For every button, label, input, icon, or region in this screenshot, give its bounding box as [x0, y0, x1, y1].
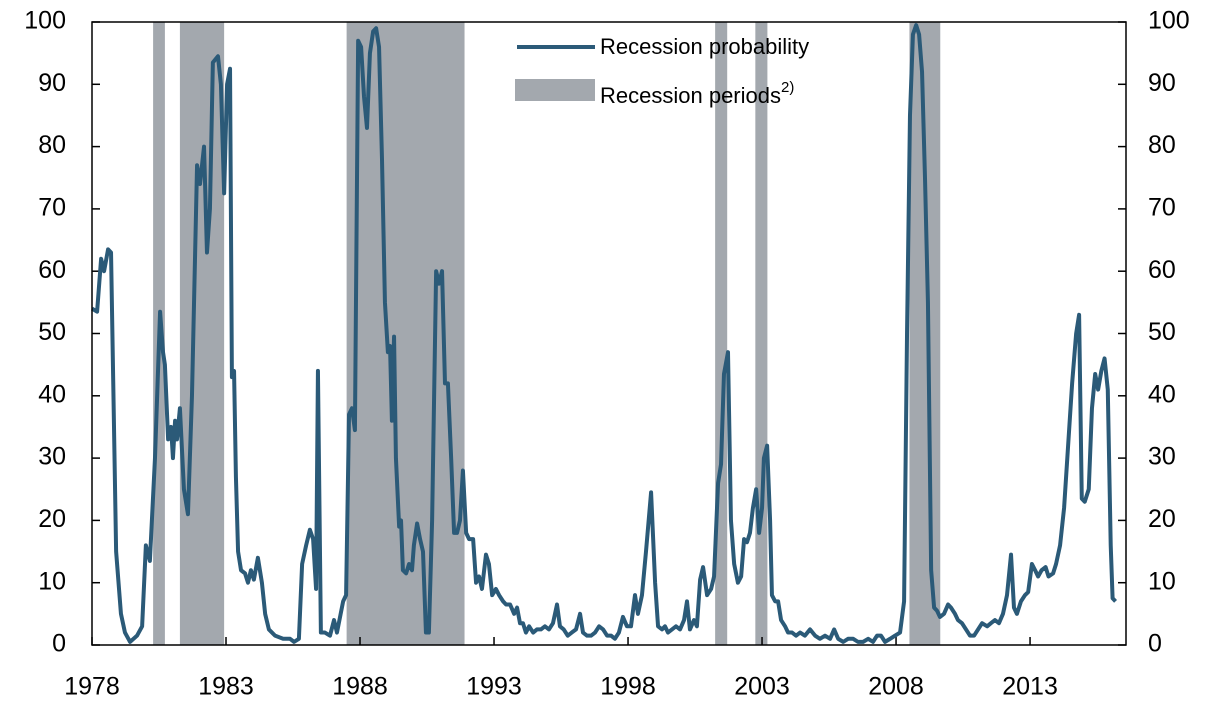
recession-band	[755, 22, 768, 645]
x-tick-label: 2013	[1002, 673, 1058, 701]
y2-tick-label: 80	[1148, 131, 1176, 159]
x-tick-label: 2003	[734, 673, 790, 701]
legend-superscript: 2)	[781, 79, 794, 96]
y-tick-label: 10	[38, 567, 66, 595]
y-tick-label: 80	[38, 131, 66, 159]
x-tick-label: 1983	[198, 673, 254, 701]
y2-tick-label: 100	[1148, 7, 1190, 35]
y-tick-label: 40	[38, 380, 66, 408]
axes: 0 10 20 30 40 50 60 70 80 90 100 0 10 20 30 40 50 60 70 80 9…	[24, 7, 1189, 701]
y-tick-label: 50	[38, 318, 66, 346]
y2-tick-label: 30	[1148, 443, 1176, 471]
x-tick-label: 1988	[332, 673, 388, 701]
y2-tick-label: 0	[1148, 630, 1162, 658]
y-tick-label: 60	[38, 256, 66, 284]
y-tick-label: 70	[38, 194, 66, 222]
y2-tick-label: 90	[1148, 69, 1176, 97]
y-tick-label: 90	[38, 69, 66, 97]
y-tick-label: 0	[52, 630, 66, 658]
x-tick-label: 2008	[868, 673, 924, 701]
legend-label: Recession periods2)	[600, 79, 794, 108]
y-tick-label: 20	[38, 505, 66, 533]
y2-tick-label: 70	[1148, 194, 1176, 222]
legend-label: Recession probability	[600, 34, 809, 59]
recession-bands	[153, 22, 941, 645]
legend: Recession probability Recession periods2)	[515, 34, 809, 108]
recession-band	[179, 22, 225, 645]
y2-tick-label: 60	[1148, 256, 1176, 284]
y2-tick-label: 40	[1148, 380, 1176, 408]
series-line	[90, 23, 1118, 644]
y2-tick-label: 20	[1148, 505, 1176, 533]
y2-tick-label: 50	[1148, 318, 1176, 346]
x-tick-label: 1978	[64, 673, 120, 701]
plot-frame	[91, 21, 1127, 646]
y-tick-label: 100	[24, 7, 66, 35]
y-tick-label: 30	[38, 443, 66, 471]
lines	[90, 23, 1118, 644]
legend-band	[515, 79, 595, 101]
x-tick-label: 1998	[600, 673, 656, 701]
legend-label-text: Recession periods	[600, 83, 781, 108]
x-tick-label: 1993	[466, 673, 522, 701]
y2-tick-label: 10	[1148, 567, 1176, 595]
